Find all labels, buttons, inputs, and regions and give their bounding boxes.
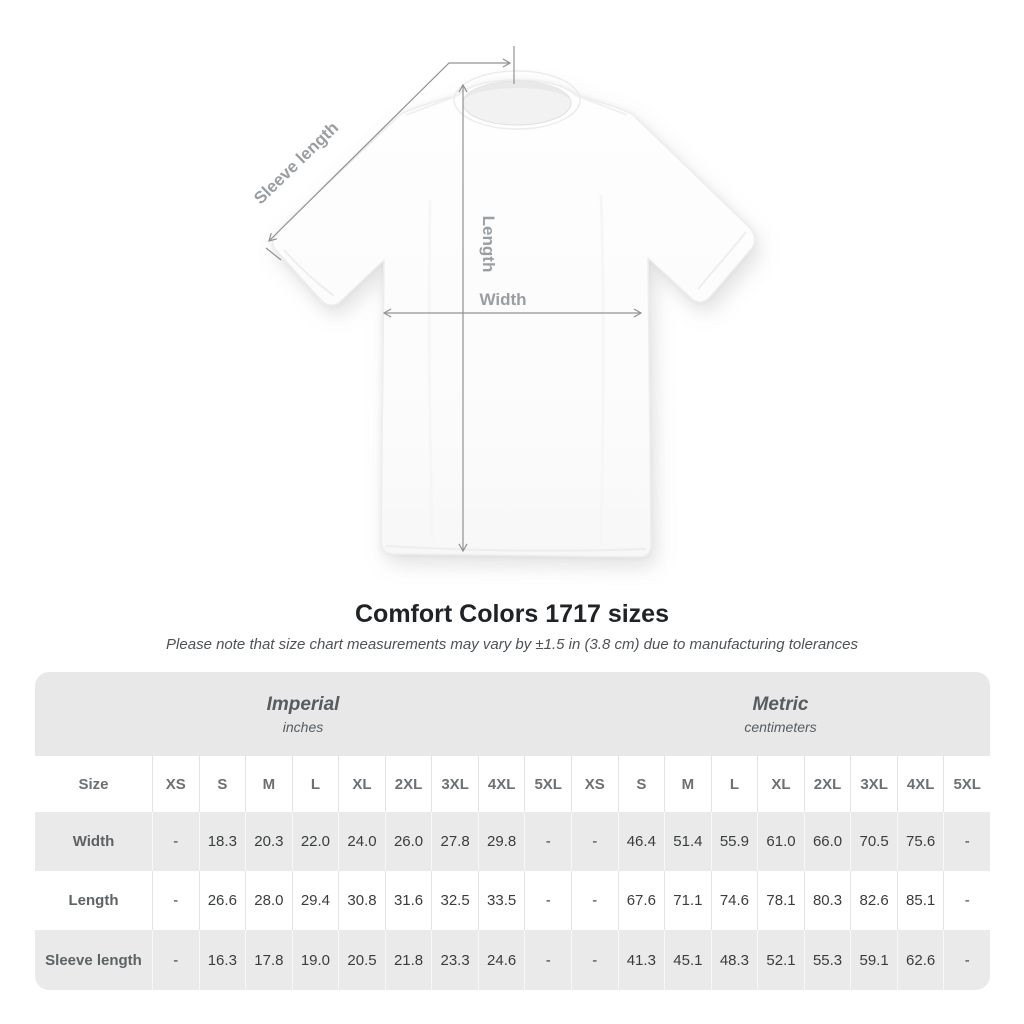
measurement-cell: 24.6: [477, 930, 525, 990]
measurement-cell: 59.1: [850, 930, 897, 990]
measurement-cell: -: [571, 871, 618, 930]
measurement-cell: 26.6: [198, 871, 246, 930]
tshirt-body: [271, 79, 756, 558]
measurement-cell: 48.3: [710, 930, 758, 990]
measurement-cell: 33.5: [477, 871, 525, 930]
measurement-cell: 16.3: [198, 930, 246, 990]
size-col-header: 2XL: [384, 756, 432, 812]
size-chart-table: Imperial inches Metric centimeters Size …: [35, 672, 990, 990]
measurement-cell: 26.0: [384, 812, 432, 871]
measurement-cell: -: [152, 812, 199, 871]
measurement-cell: 67.6: [617, 871, 665, 930]
measurement-cell: 20.5: [338, 930, 385, 990]
measurement-cell: -: [524, 871, 571, 930]
measurement-cell: 55.3: [803, 930, 851, 990]
size-col-header: 2XL: [803, 756, 851, 812]
measurement-cell: 31.6: [384, 871, 432, 930]
size-col-header: 5XL: [943, 756, 990, 812]
size-col-header: 3XL: [850, 756, 897, 812]
measurement-cell: -: [943, 812, 990, 871]
measurement-cell: 78.1: [757, 871, 804, 930]
unit-label-imperial: Imperial: [266, 693, 340, 715]
unit-group-metric: Metric centimeters: [571, 672, 990, 756]
measurement-cell: 29.4: [291, 871, 339, 930]
size-col-header: L: [710, 756, 758, 812]
measurement-cell: 18.3: [198, 812, 246, 871]
size-col-header: M: [245, 756, 292, 812]
width-label: Width: [479, 290, 526, 309]
measurement-cell: 62.6: [896, 930, 944, 990]
measurement-cell: 21.8: [384, 930, 432, 990]
measurement-cell: 19.0: [291, 930, 339, 990]
tshirt-graphic: [271, 79, 756, 558]
size-col-header: 4XL: [477, 756, 525, 812]
table-row-sleeve-length: Sleeve length - 16.3 17.8 19.0 20.5 21.8…: [35, 930, 990, 990]
page-title: Comfort Colors 1717 sizes: [355, 600, 669, 628]
size-col-header: XL: [338, 756, 385, 812]
size-col-header: 3XL: [431, 756, 478, 812]
measurement-cell: 66.0: [803, 812, 851, 871]
table-row-length: Length - 26.6 28.0 29.4 30.8 31.6 32.5 3…: [35, 871, 990, 930]
table-row-size-headers: Size XS S M L XL 2XL 3XL 4XL 5XL XS S M …: [35, 756, 990, 812]
measurement-cell: -: [943, 930, 990, 990]
measurement-cell: 24.0: [338, 812, 385, 871]
measurement-cell: -: [571, 812, 618, 871]
size-col-header: 4XL: [896, 756, 944, 812]
measurement-cell: 28.0: [245, 871, 292, 930]
size-col-header: S: [617, 756, 665, 812]
measurement-cell: 27.8: [431, 812, 478, 871]
size-col-header: XL: [757, 756, 804, 812]
table-row-width: Width - 18.3 20.3 22.0 24.0 26.0 27.8 29…: [35, 812, 990, 871]
measurement-cell: 22.0: [291, 812, 339, 871]
measurement-cell: 17.8: [245, 930, 292, 990]
size-col-header: 5XL: [524, 756, 571, 812]
corner-header: Size: [78, 775, 109, 793]
measurement-cell: 51.4: [664, 812, 711, 871]
size-col-header: XS: [152, 756, 199, 812]
tshirt-measurement-diagram: Sleeve length Length Width: [250, 46, 756, 558]
measurement-cell: -: [571, 930, 618, 990]
heading-block: Comfort Colors 1717 sizes Please note th…: [0, 599, 1024, 655]
row-label-sleeve-length: Sleeve length: [45, 951, 142, 969]
measurement-cell: 80.3: [803, 871, 851, 930]
measurement-cell: 29.8: [477, 812, 525, 871]
row-label-width: Width: [72, 833, 115, 850]
unit-header-band: Imperial inches Metric centimeters: [35, 672, 990, 756]
length-label: Length: [479, 216, 498, 273]
unit-sublabel-imperial: inches: [282, 718, 324, 735]
measurement-cell: 82.6: [850, 871, 897, 930]
unit-label-metric: Metric: [752, 693, 809, 715]
measurement-cell: 52.1: [757, 930, 804, 990]
measurement-cell: 45.1: [664, 930, 711, 990]
measurement-cell: -: [943, 871, 990, 930]
measurement-cell: 74.6: [710, 871, 758, 930]
unit-group-imperial: Imperial inches: [35, 672, 571, 756]
size-col-header: L: [291, 756, 339, 812]
row-label-length: Length: [68, 892, 119, 909]
measurement-cell: -: [524, 930, 571, 990]
size-col-header: M: [664, 756, 711, 812]
measurement-cell: 46.4: [617, 812, 665, 871]
tolerance-note: Please note that size chart measurements…: [166, 636, 858, 653]
measurement-cell: 20.3: [245, 812, 292, 871]
measurement-cell: 75.6: [896, 812, 944, 871]
measurement-cell: 55.9: [710, 812, 758, 871]
measurement-cell: -: [152, 930, 199, 990]
measurement-cell: 41.3: [617, 930, 665, 990]
measurement-cell: 30.8: [338, 871, 385, 930]
measurement-cell: 70.5: [850, 812, 897, 871]
measurement-cell: -: [524, 812, 571, 871]
size-col-header: S: [198, 756, 246, 812]
measurement-cell: -: [152, 871, 199, 930]
measurement-cell: 71.1: [664, 871, 711, 930]
size-col-header: XS: [571, 756, 618, 812]
measurement-cell: 61.0: [757, 812, 804, 871]
sleeve-end-tick-mark: [265, 247, 282, 261]
unit-sublabel-metric: centimeters: [744, 718, 817, 735]
measurement-cell: 23.3: [431, 930, 478, 990]
sleeve-dimension-line: [268, 58, 512, 242]
measurement-cell: 85.1: [896, 871, 944, 930]
measurement-cell: 32.5: [431, 871, 478, 930]
